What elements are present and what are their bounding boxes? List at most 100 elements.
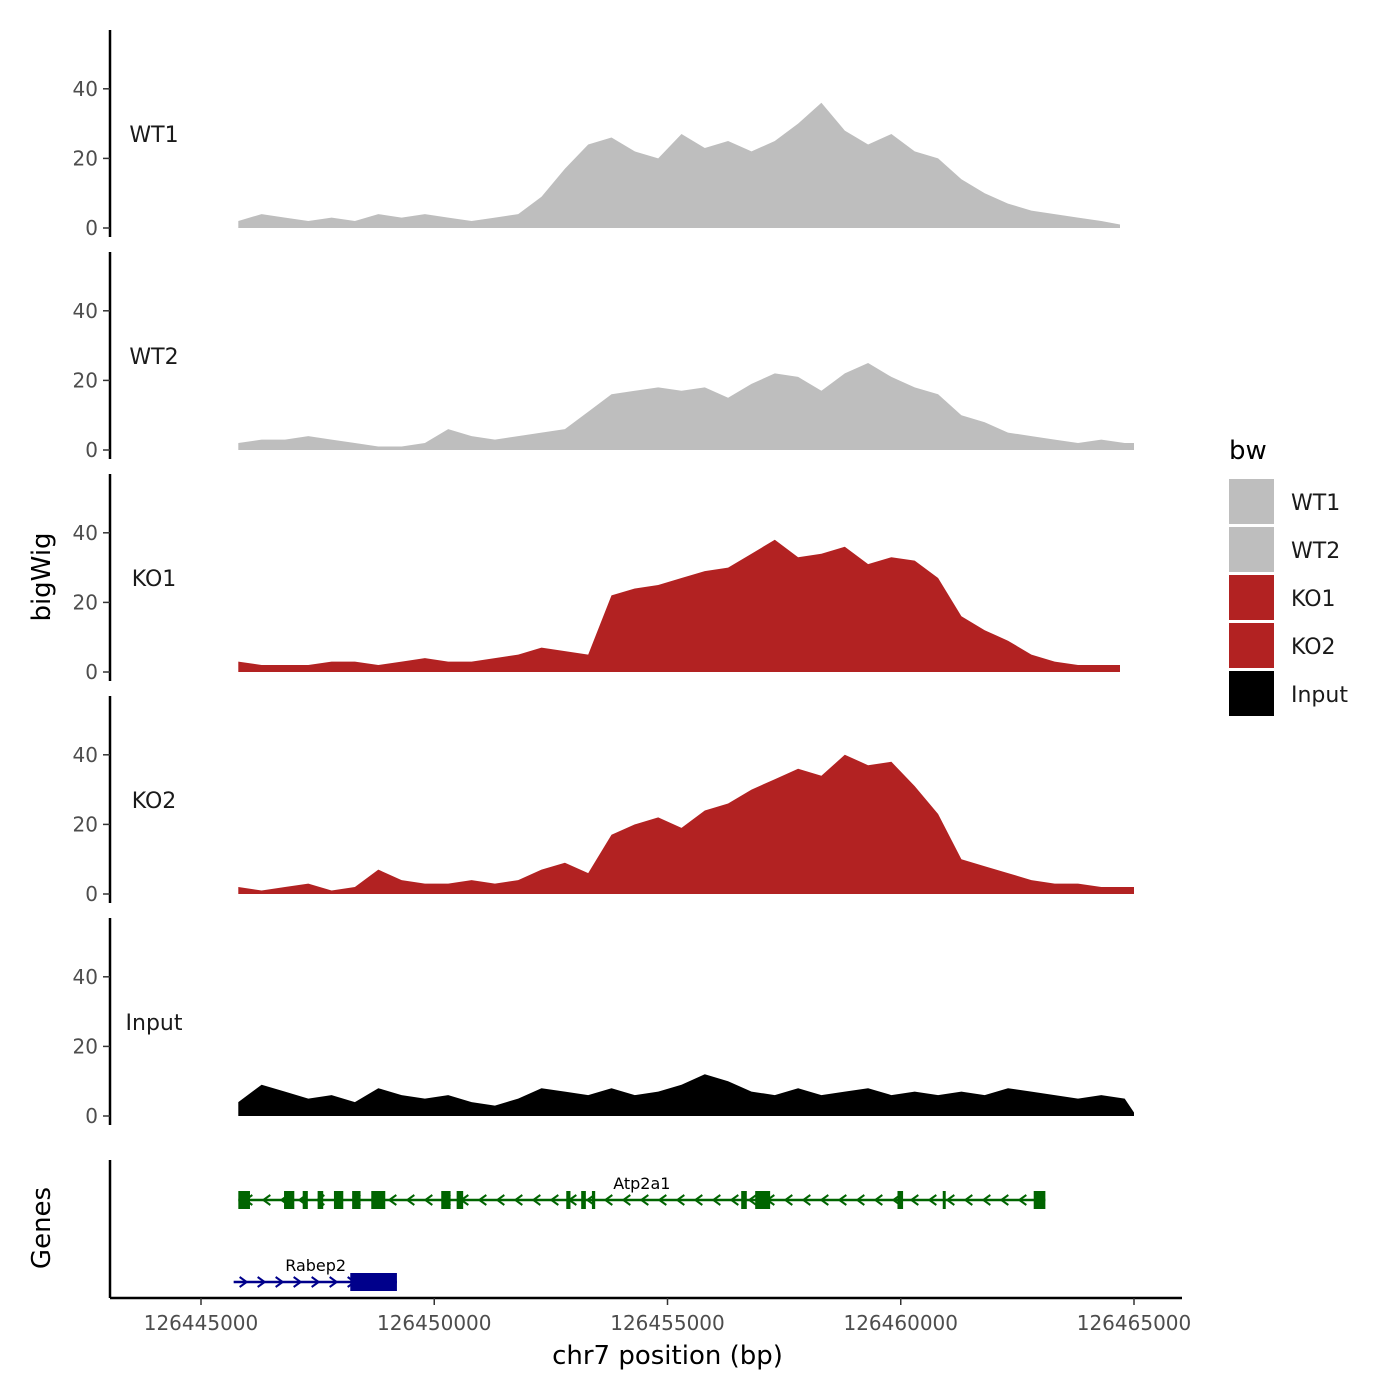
exon xyxy=(371,1191,386,1209)
y-tick-label: 20 xyxy=(73,368,98,392)
panels: 0 20 40 WT1 0 20 40 WT2 0 20 40 KO1 0 20 40 KO2 0 20 40 Inp… xyxy=(73,30,1135,1128)
exon xyxy=(456,1191,464,1209)
strand-chevron xyxy=(711,1194,721,1206)
strand-chevron xyxy=(293,1276,303,1288)
exon xyxy=(581,1191,586,1209)
strand-chevron xyxy=(329,1276,339,1288)
strand-chevron xyxy=(927,1194,937,1206)
exon xyxy=(897,1191,904,1209)
strand-chevron xyxy=(531,1194,541,1206)
signal-area-ko2 xyxy=(238,754,1135,894)
strand-chevron xyxy=(909,1194,919,1206)
exon xyxy=(284,1191,295,1209)
strand-chevron xyxy=(549,1194,559,1206)
x-axis-title: chr7 position (bp) xyxy=(552,1341,783,1371)
strand-chevron xyxy=(257,1276,267,1288)
exon xyxy=(441,1191,451,1209)
track-label: KO1 xyxy=(132,567,177,592)
gene-label: Rabep2 xyxy=(285,1256,346,1275)
strand-chevron xyxy=(837,1194,847,1206)
y-tick-label: 20 xyxy=(73,590,98,614)
strand-chevron xyxy=(981,1194,991,1206)
y-tick-label: 40 xyxy=(73,299,98,323)
strand-chevron xyxy=(239,1276,249,1288)
track-ko1: 0 20 40 KO1 xyxy=(73,474,1121,684)
strand-chevron xyxy=(387,1194,397,1206)
legend-key-wt1 xyxy=(1229,479,1274,524)
legend-key-ko1 xyxy=(1229,575,1274,620)
genes-axis-title: Genes xyxy=(27,1187,57,1269)
y-tick-label: 20 xyxy=(73,146,98,170)
gene-rabep2: Rabep2 xyxy=(233,1256,397,1291)
strand-chevron xyxy=(729,1194,739,1206)
track-label: WT2 xyxy=(129,345,178,370)
x-tick-label: 126450000 xyxy=(377,1311,492,1335)
exon xyxy=(352,1191,361,1209)
track-label: WT1 xyxy=(129,123,178,148)
legend-key-ko2 xyxy=(1229,623,1274,668)
strand-chevron xyxy=(495,1194,505,1206)
genes-panel: Atp2a1 Rabep2 xyxy=(108,1160,1046,1298)
y-tick-label: 40 xyxy=(73,743,98,767)
exon xyxy=(238,1191,250,1209)
signal-area-wt1 xyxy=(238,102,1121,228)
legend-label: KO1 xyxy=(1291,587,1336,612)
strand-chevron xyxy=(513,1194,523,1206)
y-tick-label: 0 xyxy=(85,660,98,684)
strand-chevron xyxy=(675,1194,685,1206)
signal-area-wt2 xyxy=(238,363,1135,450)
x-tick-label: 126455000 xyxy=(610,1311,725,1335)
track-label: KO2 xyxy=(132,789,177,814)
strand-chevron xyxy=(1017,1194,1027,1206)
strand-chevron xyxy=(693,1194,703,1206)
exon xyxy=(350,1273,397,1291)
strand-chevron xyxy=(423,1194,433,1206)
x-tick-label: 126460000 xyxy=(843,1311,958,1335)
legend: bw WT1 WT2 KO1 KO2 Input xyxy=(1229,436,1348,716)
strand-chevron xyxy=(477,1194,487,1206)
exon xyxy=(1033,1191,1046,1209)
strand-chevron xyxy=(639,1194,649,1206)
strand-chevron xyxy=(819,1194,829,1206)
y-tick-label: 0 xyxy=(85,1104,98,1128)
y-tick-label: 40 xyxy=(73,521,98,545)
y-axis-title: bigWig xyxy=(27,532,57,621)
strand-chevron xyxy=(261,1194,271,1206)
signal-area-ko1 xyxy=(238,539,1121,672)
x-tick-label: 126445000 xyxy=(144,1311,259,1335)
y-tick-label: 0 xyxy=(85,216,98,240)
gene-label: Atp2a1 xyxy=(613,1174,670,1193)
exon xyxy=(942,1191,946,1209)
strand-chevron xyxy=(999,1194,1009,1206)
strand-chevron xyxy=(945,1194,955,1206)
exon xyxy=(566,1191,571,1209)
exon xyxy=(333,1191,344,1209)
signal-area-input xyxy=(238,1074,1135,1116)
track-label: Input xyxy=(126,1011,183,1036)
strand-chevron xyxy=(275,1276,285,1288)
exon xyxy=(591,1191,596,1209)
legend-label: KO2 xyxy=(1291,635,1336,660)
track-input: 0 20 40 Input xyxy=(73,918,1135,1128)
y-tick-label: 0 xyxy=(85,438,98,462)
track-wt1: 0 20 40 WT1 xyxy=(73,30,1121,240)
y-tick-label: 40 xyxy=(73,965,98,989)
y-tick-label: 20 xyxy=(73,1034,98,1058)
strand-chevron xyxy=(603,1194,613,1206)
exon xyxy=(302,1191,308,1209)
strand-chevron xyxy=(311,1276,321,1288)
strand-chevron xyxy=(873,1194,883,1206)
exon xyxy=(755,1191,771,1209)
legend-label: WT2 xyxy=(1291,539,1340,564)
track-wt2: 0 20 40 WT2 xyxy=(73,252,1135,462)
exon xyxy=(741,1191,747,1209)
strand-chevron xyxy=(855,1194,865,1206)
exon xyxy=(317,1191,324,1209)
legend-label: Input xyxy=(1291,683,1348,708)
gene-atp2a1: Atp2a1 xyxy=(238,1174,1046,1209)
strand-chevron xyxy=(801,1194,811,1206)
legend-title: bw xyxy=(1229,436,1267,466)
strand-chevron xyxy=(963,1194,973,1206)
legend-label: WT1 xyxy=(1291,491,1340,516)
